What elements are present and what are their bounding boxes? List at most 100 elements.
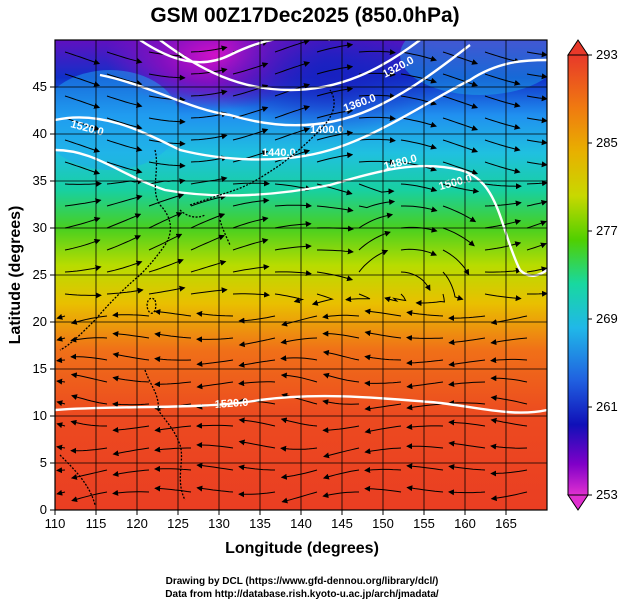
x-tick-label: 160 xyxy=(454,516,476,531)
colorbar-tick-label: 261 xyxy=(596,399,618,414)
streamline xyxy=(238,315,276,324)
streamline xyxy=(526,51,547,58)
streamline xyxy=(490,375,528,383)
streamline xyxy=(106,235,142,251)
streamline xyxy=(106,95,143,108)
streamline xyxy=(490,337,528,346)
streamline xyxy=(56,378,66,385)
streamline xyxy=(238,380,276,387)
streamline xyxy=(448,315,486,322)
streamline xyxy=(148,117,186,125)
colorbar-upper-arrow xyxy=(567,39,589,56)
streamline xyxy=(56,335,66,342)
colorbar-tick-label: 293 xyxy=(596,47,618,62)
streamline xyxy=(448,381,486,387)
streamlines xyxy=(56,40,547,504)
streamline xyxy=(281,491,318,504)
streamline xyxy=(154,309,192,317)
streamline xyxy=(316,42,354,53)
streamline xyxy=(442,161,479,175)
streamline xyxy=(106,139,143,152)
streamline xyxy=(490,357,528,364)
streamline xyxy=(490,443,528,450)
y-tick-label: 40 xyxy=(33,126,47,141)
streamline xyxy=(322,491,359,498)
streamline xyxy=(112,425,150,433)
streamline xyxy=(56,422,66,429)
streamline xyxy=(406,335,444,341)
streamline xyxy=(526,161,547,168)
streamline xyxy=(196,462,234,471)
data-credit: Data from http://database.rish.kyoto-u.a… xyxy=(165,589,439,600)
x-tick-label: 125 xyxy=(167,516,189,531)
streamline xyxy=(322,469,360,480)
colorbar-ticks: 293 285 277 269 261 253 xyxy=(588,47,618,502)
streamline xyxy=(190,234,225,251)
geopotential-contours xyxy=(55,40,547,414)
streamline xyxy=(106,194,143,207)
streamline xyxy=(526,95,547,102)
x-tick-label: 130 xyxy=(208,516,230,531)
streamline xyxy=(484,73,521,86)
streamline xyxy=(280,355,318,362)
streamline xyxy=(196,336,234,343)
coastline-japan xyxy=(189,89,335,206)
x-axis-title: Longitude (degrees) xyxy=(225,540,379,557)
contour-label: 1520.0 xyxy=(214,397,248,411)
streamline xyxy=(196,310,234,317)
streamline xyxy=(106,117,143,130)
streamline xyxy=(406,381,444,390)
streamline xyxy=(406,463,444,471)
streamline xyxy=(64,292,102,299)
streamline xyxy=(358,212,394,229)
streamline xyxy=(64,73,101,87)
streamline xyxy=(322,313,360,320)
streamline xyxy=(281,315,318,327)
streamline xyxy=(406,443,444,450)
x-tick-label: 165 xyxy=(495,516,517,531)
streamline xyxy=(316,64,354,75)
streamline xyxy=(238,439,276,449)
streamline xyxy=(274,293,305,304)
streamline xyxy=(442,183,480,194)
x-tick-label: 145 xyxy=(331,516,353,531)
streamline xyxy=(316,205,354,213)
streamline xyxy=(56,400,66,407)
streamline xyxy=(154,331,192,339)
streamline xyxy=(112,311,150,318)
streamline xyxy=(196,381,234,390)
x-tick-label: 140 xyxy=(290,516,312,531)
streamline xyxy=(106,161,143,174)
streamline xyxy=(56,489,66,496)
streamline xyxy=(274,221,312,229)
streamline xyxy=(442,249,470,276)
streamline xyxy=(232,238,269,251)
plot-area: 1320.0 1360.0 1400.0 1440.0 1520.0 1480.… xyxy=(55,40,547,510)
streamline xyxy=(526,220,547,229)
streamline xyxy=(238,417,276,427)
coastline-philippines xyxy=(144,369,186,501)
streamline xyxy=(190,194,227,207)
streamline xyxy=(484,139,521,152)
streamline xyxy=(238,359,276,368)
streamline xyxy=(112,469,150,477)
streamline xyxy=(442,95,479,109)
streamline xyxy=(526,266,547,273)
x-axis: 110 115 120 125 130 135 140 145 150 155 160 165 xyxy=(45,510,517,531)
streamline xyxy=(323,447,360,459)
streamline xyxy=(112,489,150,496)
contour-line xyxy=(139,40,330,64)
contour-line xyxy=(55,58,547,161)
streamline xyxy=(71,394,108,405)
y-tick-label: 25 xyxy=(33,267,47,282)
streamline xyxy=(70,447,108,454)
x-tick-label: 150 xyxy=(372,516,394,531)
streamline xyxy=(448,419,486,427)
cool-region-west xyxy=(55,70,180,170)
streamline xyxy=(358,137,396,144)
streamline xyxy=(154,485,192,493)
streamline xyxy=(448,464,486,471)
streamline xyxy=(274,243,312,251)
streamline xyxy=(400,248,438,256)
streamline xyxy=(322,399,360,406)
